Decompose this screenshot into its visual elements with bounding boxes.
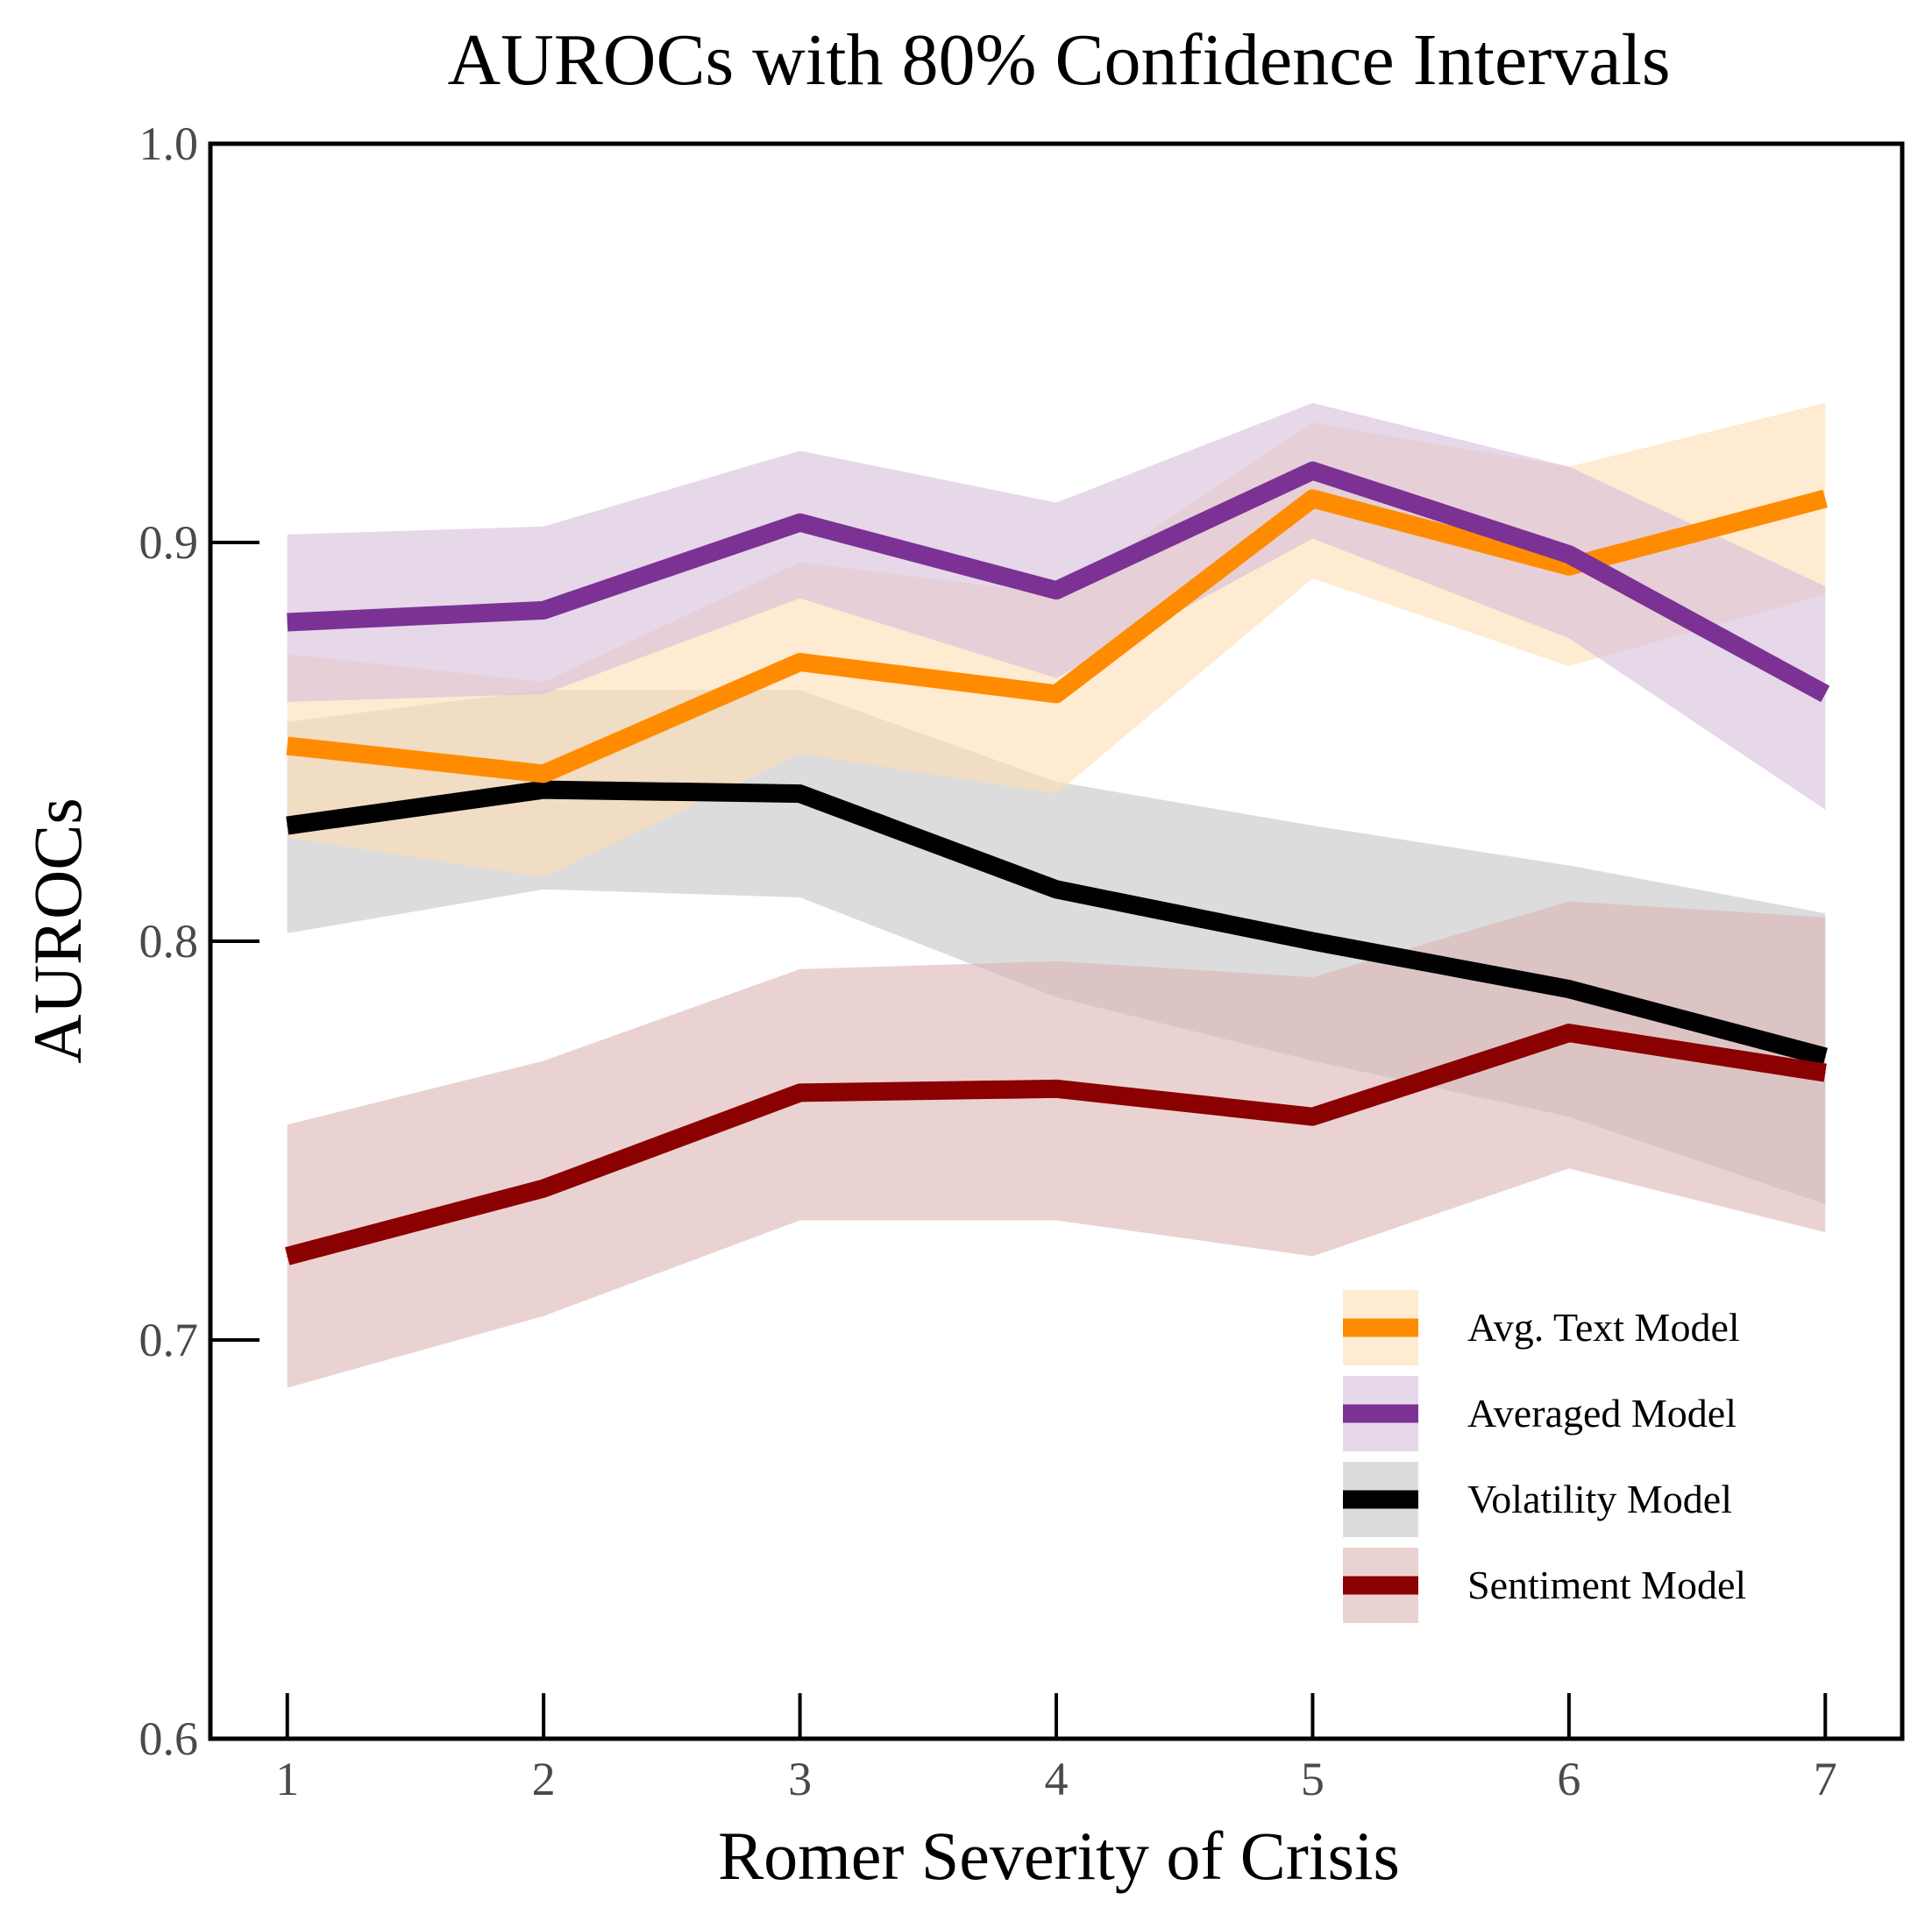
point-volatility-model-7 [1824, 1056, 1826, 1058]
y-tick-label: 0.6 [139, 1712, 199, 1765]
x-tick-label: 5 [1301, 1753, 1325, 1805]
point-sentiment-model-6 [1568, 1032, 1570, 1034]
x-tick-label: 3 [788, 1753, 812, 1805]
point-sentiment-model-3 [799, 1092, 801, 1094]
y-tick-label: 0.9 [139, 516, 199, 569]
legend-label-volatility-model: Volatility Model [1467, 1477, 1732, 1521]
point-avg-text-model-2 [543, 773, 544, 775]
point-averaged-model-6 [1568, 554, 1570, 556]
x-tick-label: 1 [275, 1753, 299, 1805]
series-lines [285, 461, 1830, 1265]
y-axis-ticks: 0.6 0.7 0.8 0.9 1.0 [139, 117, 259, 1765]
y-axis-label: AUROCs [19, 798, 96, 1063]
point-volatility-model-3 [799, 793, 801, 795]
point-averaged-model-2 [543, 609, 544, 611]
y-tick-label: 0.7 [139, 1314, 199, 1366]
point-averaged-model-4 [1055, 590, 1057, 592]
point-avg-text-model-5 [1311, 498, 1313, 500]
x-axis-label: Romer Severity of Crisis [718, 1818, 1400, 1894]
point-sentiment-model-2 [543, 1187, 544, 1189]
point-avg-text-model-6 [1568, 565, 1570, 567]
legend-label-avg-text-model: Avg. Text Model [1467, 1305, 1740, 1350]
point-avg-text-model-4 [1055, 693, 1057, 695]
x-tick-label: 6 [1557, 1753, 1580, 1805]
point-sentiment-model-4 [1055, 1088, 1057, 1089]
x-tick-label: 2 [532, 1753, 556, 1805]
point-avg-text-model-1 [287, 745, 288, 747]
band-sentiment-model [287, 901, 1826, 1388]
point-averaged-model-7 [1824, 693, 1826, 695]
x-axis-ticks: 1 2 3 4 5 6 7 [275, 1693, 1837, 1805]
point-averaged-model-1 [287, 621, 288, 623]
point-avg-text-model-3 [799, 662, 801, 663]
point-avg-text-model-7 [1824, 498, 1826, 500]
x-tick-label: 4 [1045, 1753, 1069, 1805]
legend-label-sentiment-model: Sentiment Model [1467, 1563, 1746, 1607]
point-averaged-model-3 [799, 521, 801, 523]
x-tick-label: 7 [1814, 1753, 1837, 1805]
y-tick-label: 0.8 [139, 915, 199, 968]
legend: Avg. Text Model Averaged Model Volatility … [1343, 1290, 1746, 1623]
point-sentiment-model-5 [1311, 1116, 1313, 1117]
point-volatility-model-4 [1055, 889, 1057, 890]
y-tick-label: 1.0 [139, 117, 199, 170]
point-volatility-model-5 [1311, 940, 1313, 942]
point-sentiment-model-7 [1824, 1072, 1826, 1074]
legend-label-averaged-model: Averaged Model [1467, 1391, 1737, 1436]
point-sentiment-model-1 [287, 1255, 288, 1257]
chart-title: AUROCs with 80% Confidence Intervals [447, 19, 1670, 101]
